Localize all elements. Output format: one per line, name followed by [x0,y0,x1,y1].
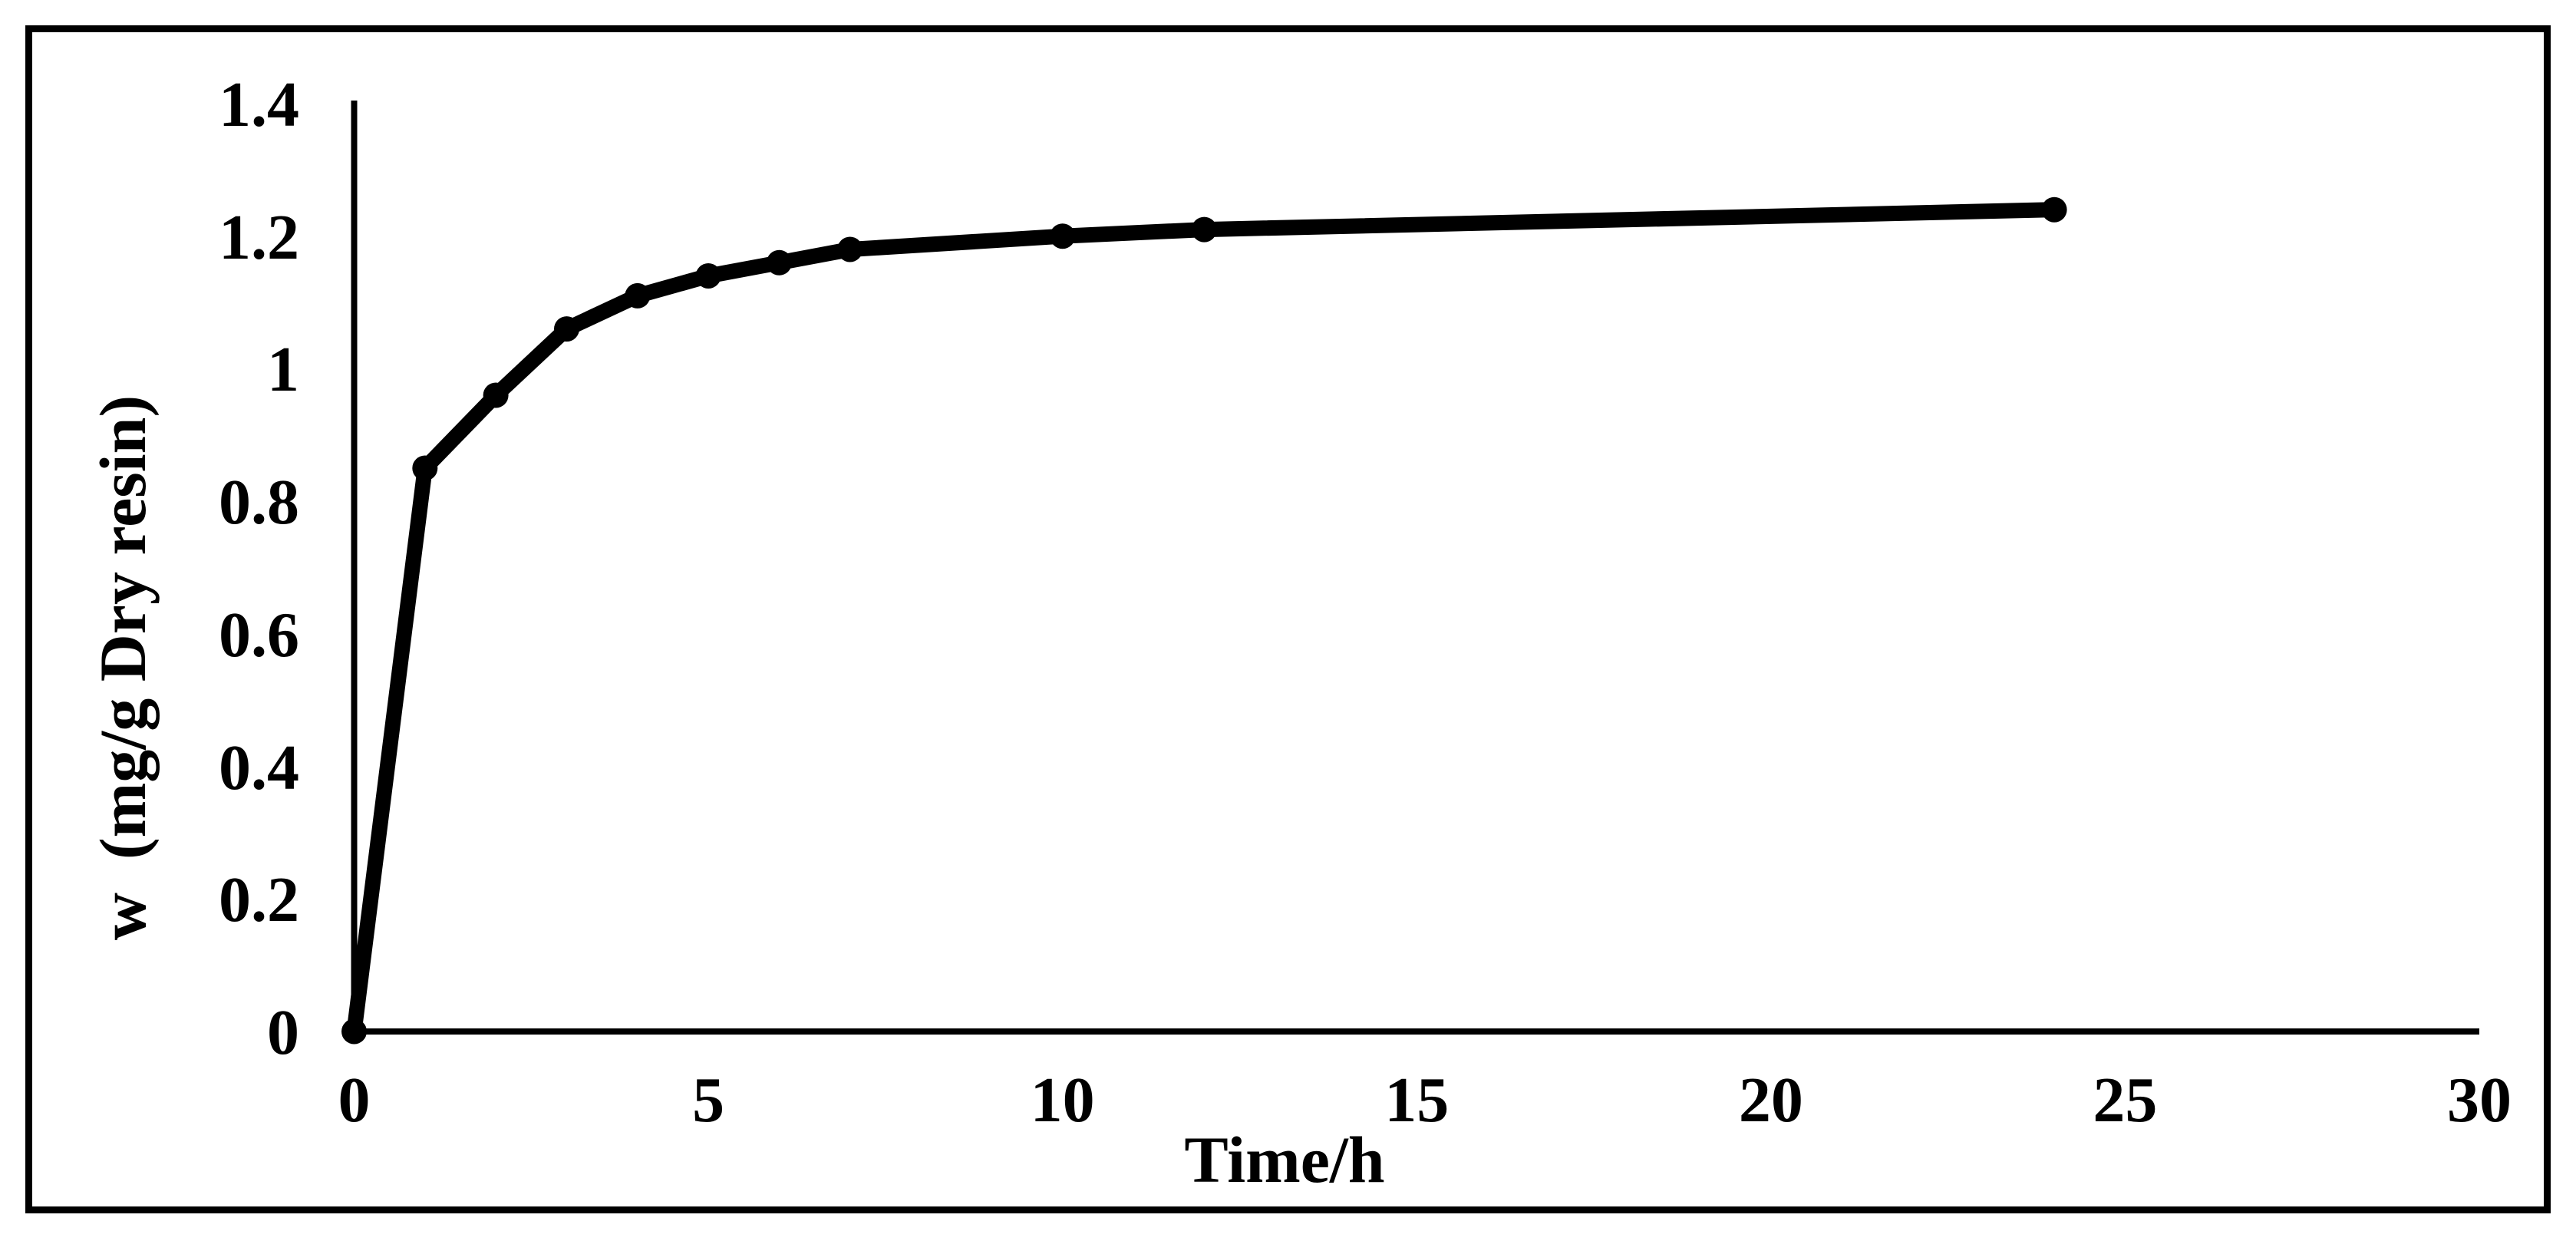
x-axis-tick-label: 15 [1384,1064,1450,1136]
y-axis-title: w (mg/g Dry resin) [86,394,160,941]
x-axis-tick-label: 10 [1030,1064,1095,1136]
data-point-marker [412,455,438,481]
data-point-marker [837,236,863,262]
y-axis-tick-label: 0.4 [219,731,299,804]
data-point-marker [695,263,721,289]
x-axis-title: Time/h [1184,1123,1385,1196]
data-point-marker [1050,223,1076,249]
y-axis-tick-label: 0 [267,997,299,1068]
x-axis-tick-label: 30 [2447,1064,2512,1136]
x-axis-tick-label: 25 [2093,1064,2158,1136]
data-point-marker [554,316,579,342]
data-point-marker [625,282,651,309]
data-point-marker [766,249,792,276]
x-axis-tick-label: 20 [1738,1064,1803,1136]
x-axis-tick-label: 0 [338,1064,371,1136]
y-axis-tick-label: 0.2 [219,864,299,936]
data-point-marker [483,382,509,408]
y-axis-tick-label: 1.2 [219,201,299,273]
data-point-marker [341,1018,367,1045]
series-line [346,202,2063,1039]
data-point-marker [2041,196,2067,223]
data-point-marker [1191,216,1217,243]
y-axis-tick-label: 1.4 [219,69,299,140]
y-axis-tick-label: 0.8 [219,467,299,539]
y-axis-tick-label: 1 [267,334,299,406]
x-axis-tick-label: 5 [692,1064,725,1136]
y-axis-tick-label: 0.6 [219,599,299,671]
